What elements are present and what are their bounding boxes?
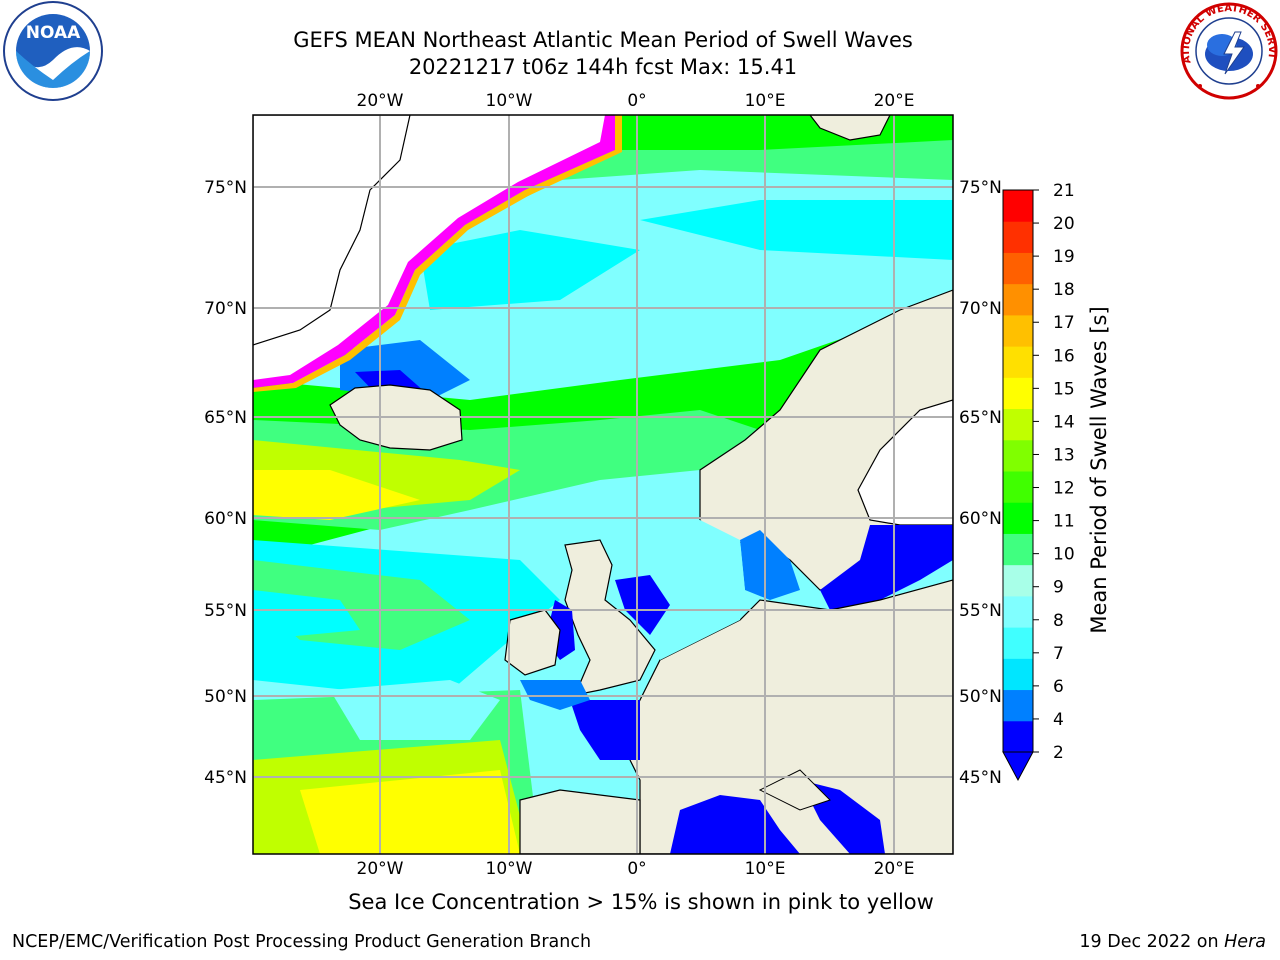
colorbar-ticks: 2 4 6 7 8 9 10 11 12 13 14 15 16 17 18 19 20 21 [1033, 181, 1075, 763]
national-weather-service-logo-icon: NATIONAL WEATHER SERVICE [1178, 0, 1278, 100]
lat-tick-left: 55°N [204, 601, 247, 621]
lon-tick-bottom: 20°W [357, 859, 404, 879]
lon-tick-bottom: 10°E [745, 859, 786, 879]
colorbar-segment [1003, 689, 1033, 722]
date-text: 19 Dec 2022 on Hera [1079, 932, 1266, 952]
lon-tick-top: 10°W [486, 91, 533, 111]
great-britain-land [564, 539, 656, 696]
lat-tick-left: 50°N [204, 687, 247, 707]
lat-tick-left: 65°N [204, 408, 247, 428]
colorbar-segment [1003, 252, 1033, 285]
date-value: 19 Dec 2022 on [1079, 932, 1219, 952]
chart-subtitle: 20221217 t06z 144h fcst Max: 15.41 [408, 55, 798, 79]
colorbar-segment [1003, 346, 1033, 378]
colorbar-segment [1003, 658, 1033, 691]
lon-tick-bottom: 10°W [486, 859, 533, 879]
colorbar-segment [1003, 471, 1033, 503]
lat-tick-right: 75°N [959, 178, 1002, 198]
colorbar-tick-label: 8 [1053, 611, 1064, 631]
lon-ticks-bottom: 20°W 10°W 0° 10°E 20°E [357, 859, 915, 879]
colorbar-segment [1003, 627, 1033, 659]
credit-text: NCEP/EMC/Verification Post Processing Pr… [12, 932, 592, 952]
colorbar-segment [1003, 595, 1033, 628]
lat-tick-right: 65°N [959, 408, 1002, 428]
map-frame [252, 114, 954, 855]
colorbar-tick-label: 17 [1053, 313, 1075, 333]
lon-tick-top: 20°W [357, 91, 404, 111]
noaa-logo-icon: NOAA [3, 1, 103, 101]
host-name: Hera [1224, 932, 1266, 952]
colorbar-tick-label: 20 [1053, 214, 1075, 234]
colorbar-tick-label: 16 [1053, 346, 1075, 366]
colorbar-segment [1003, 502, 1033, 534]
iberia-land [519, 789, 641, 854]
map-area [253, 115, 953, 854]
colorbar-tick-label: 6 [1053, 677, 1064, 697]
colorbar-tick-label: 9 [1053, 578, 1064, 598]
colorbar-segment [1003, 221, 1033, 253]
colorbar-segment [1003, 564, 1033, 597]
colorbar-tick-label: 15 [1053, 379, 1075, 399]
lon-ticks-top: 20°W 10°W 0° 10°E 20°E [357, 91, 915, 111]
colorbar-tick-label: 2 [1053, 743, 1064, 763]
colorbar-segment [1003, 190, 1033, 222]
colorbar-tick-label: 11 [1053, 512, 1075, 532]
lat-tick-left: 70°N [204, 299, 247, 319]
colorbar-tick-label: 4 [1053, 710, 1064, 730]
lat-tick-right: 50°N [959, 687, 1002, 707]
lat-tick-right: 55°N [959, 601, 1002, 621]
colorbar-tick-label: 12 [1053, 479, 1075, 499]
lon-tick-top: 20°E [874, 91, 915, 111]
ocean-cyan-patch [420, 230, 640, 310]
baltic-sea [820, 525, 953, 610]
colorbar-tick-label: 18 [1053, 280, 1075, 300]
colorbar-segment [1003, 314, 1033, 347]
colorbar [1002, 189, 1034, 782]
bay-of-biscay [570, 700, 640, 760]
colorbar-segment [1003, 439, 1033, 472]
colorbar-tick-label: 13 [1053, 445, 1075, 465]
lat-ticks-right: 75°N 70°N 65°N 60°N 55°N 50°N 45°N [959, 178, 1002, 788]
svalbard-land [809, 115, 891, 141]
colorbar-segment [1003, 408, 1033, 441]
lon-tick-bottom: 0° [627, 859, 646, 879]
map-gridlines [253, 115, 953, 854]
lon-tick-top: 0° [627, 91, 646, 111]
lat-tick-right: 70°N [959, 299, 1002, 319]
colorbar-segment [1003, 533, 1033, 566]
sea-ice-edge [253, 115, 615, 388]
colorbar-segment [1003, 377, 1033, 410]
colorbar-tick-label: 21 [1053, 181, 1075, 201]
lon-tick-top: 10°E [745, 91, 786, 111]
chart-title: GEFS MEAN Northeast Atlantic Mean Period… [293, 28, 913, 52]
ireland-land [504, 609, 561, 676]
lat-tick-left: 60°N [204, 509, 247, 529]
colorbar-segment [1003, 283, 1033, 316]
sea-ice-footnote: Sea Ice Concentration > 15% is shown in … [348, 890, 934, 914]
colorbar-frame [1002, 189, 1034, 753]
colorbar-segment [1003, 720, 1033, 753]
lat-tick-right: 60°N [959, 509, 1002, 529]
noaa-logo-text: NOAA [26, 23, 81, 43]
colorbar-tick-label: 10 [1053, 545, 1075, 565]
colorbar-label: Mean Period of Swell Waves [s] [1087, 306, 1111, 633]
mediterranean-sea [670, 795, 800, 854]
lat-ticks-left: 75°N 70°N 65°N 60°N 55°N 50°N 45°N [204, 178, 247, 788]
colorbar-tick-label: 7 [1053, 644, 1064, 664]
colorbar-tick-label: 19 [1053, 247, 1075, 267]
colorbar-extend-min [1002, 751, 1034, 782]
lon-tick-bottom: 20°E [874, 859, 915, 879]
lat-tick-left: 45°N [204, 768, 247, 788]
lat-tick-right: 45°N [959, 768, 1002, 788]
colorbar-tick-label: 14 [1053, 412, 1075, 432]
lat-tick-left: 75°N [204, 178, 247, 198]
